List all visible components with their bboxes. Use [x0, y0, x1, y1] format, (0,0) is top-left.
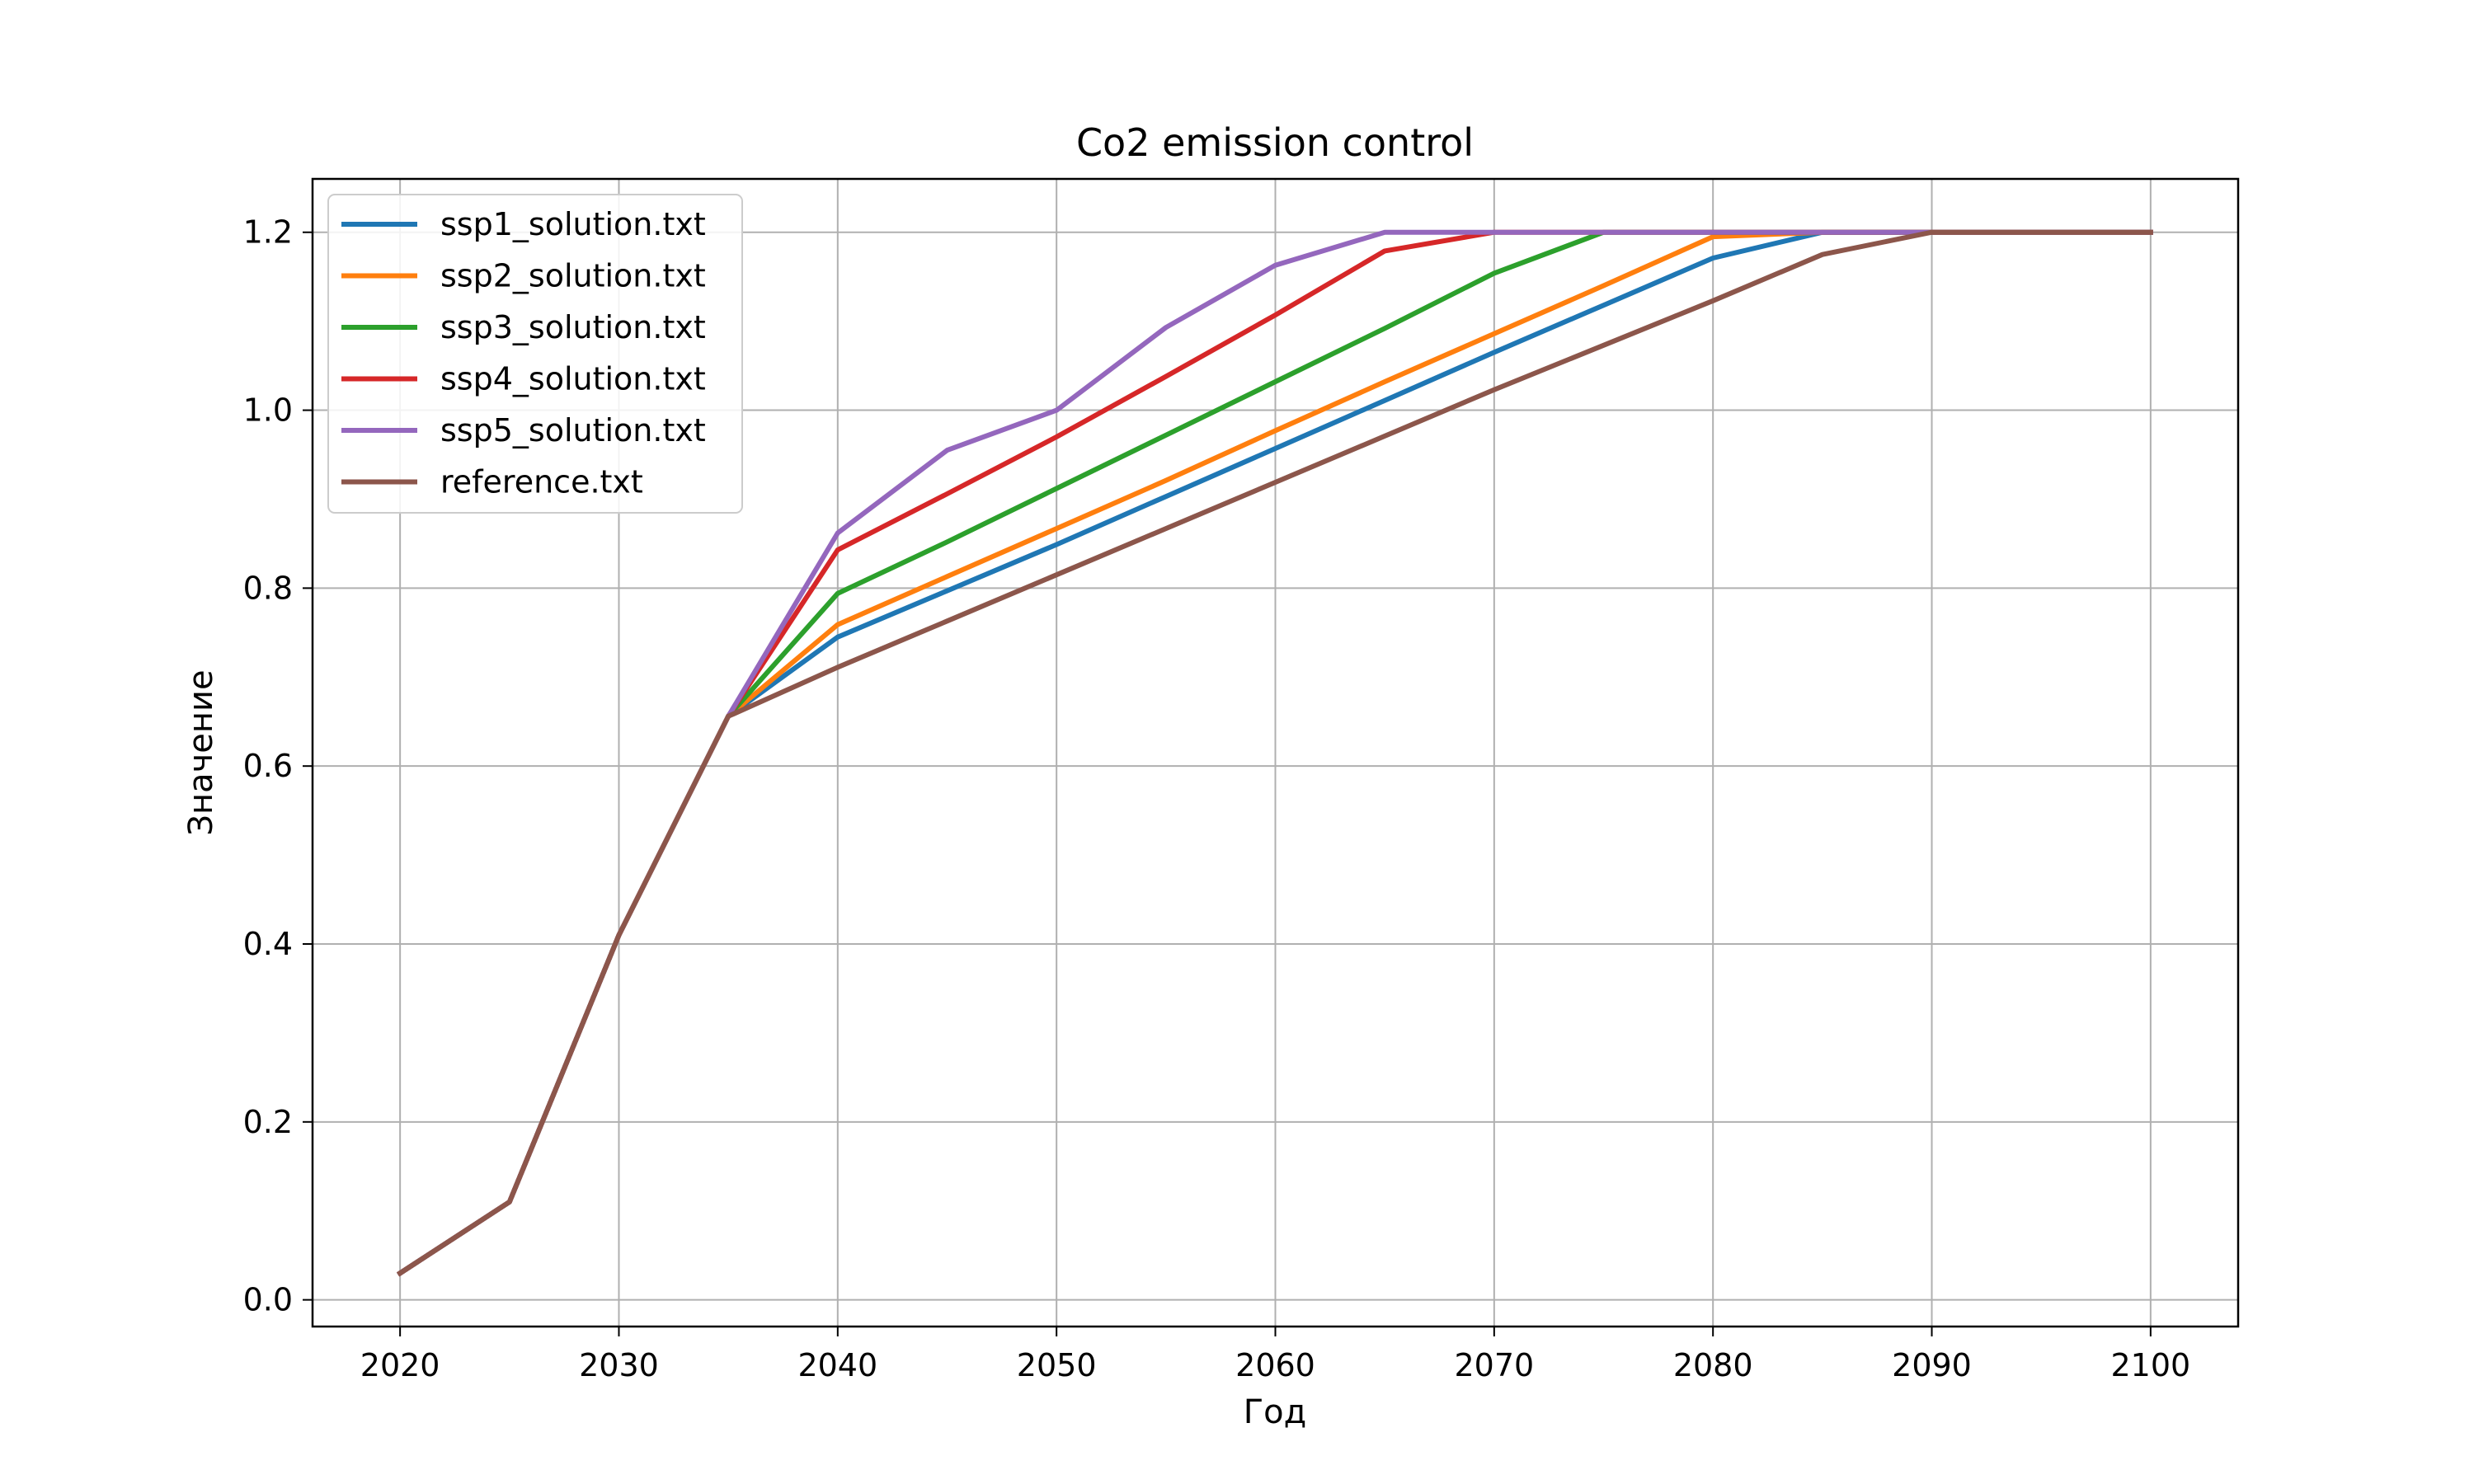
legend-label: ssp3_solution.txt [440, 309, 706, 345]
x-tick-label: 2090 [1892, 1347, 1972, 1383]
x-tick-label: 2080 [1673, 1347, 1753, 1383]
legend-label: ssp4_solution.txt [440, 361, 706, 397]
y-tick-label: 1.2 [243, 214, 293, 251]
x-tick-label: 2020 [360, 1347, 440, 1383]
y-tick-label: 0.4 [243, 926, 293, 962]
x-axis-label: Год [1244, 1393, 1307, 1431]
series-line-6 [396, 229, 2153, 1277]
x-tick-label: 2040 [797, 1347, 877, 1383]
x-tick-label: 2070 [1454, 1347, 1534, 1383]
legend-items: ssp1_solution.txt ssp2_solution.txt ssp3_s… [341, 206, 706, 500]
y-axis-label: Значение [182, 669, 220, 835]
x-axis-ticks: 2020 2030 2040 2050 2060 2070 2080 2090 2100 [360, 1327, 2190, 1383]
legend-label: ssp1_solution.txt [440, 206, 706, 242]
chart-title: Co2 emission control [1076, 120, 1474, 165]
legend-label: ssp2_solution.txt [440, 258, 706, 294]
legend-label: ssp5_solution.txt [440, 412, 706, 448]
y-tick-label: 0.2 [243, 1104, 293, 1140]
grid [313, 179, 2238, 1327]
legend: ssp1_solution.txt ssp2_solution.txt ssp3_s… [327, 194, 743, 514]
y-tick-label: 0.6 [243, 748, 293, 784]
legend-label: reference.txt [440, 464, 643, 500]
series-lines [396, 229, 2153, 1277]
legend-box [327, 194, 743, 514]
y-tick-label: 0.0 [243, 1282, 293, 1318]
x-tick-label: 2060 [1235, 1347, 1315, 1383]
x-tick-label: 2030 [579, 1347, 659, 1383]
x-tick-label: 2050 [1017, 1347, 1097, 1383]
y-tick-label: 0.8 [243, 570, 293, 606]
y-axis-ticks: 0.0 0.2 0.4 0.6 0.8 1.0 1.2 [243, 214, 313, 1318]
y-tick-label: 1.0 [243, 392, 293, 429]
x-tick-label: 2100 [2111, 1347, 2191, 1383]
